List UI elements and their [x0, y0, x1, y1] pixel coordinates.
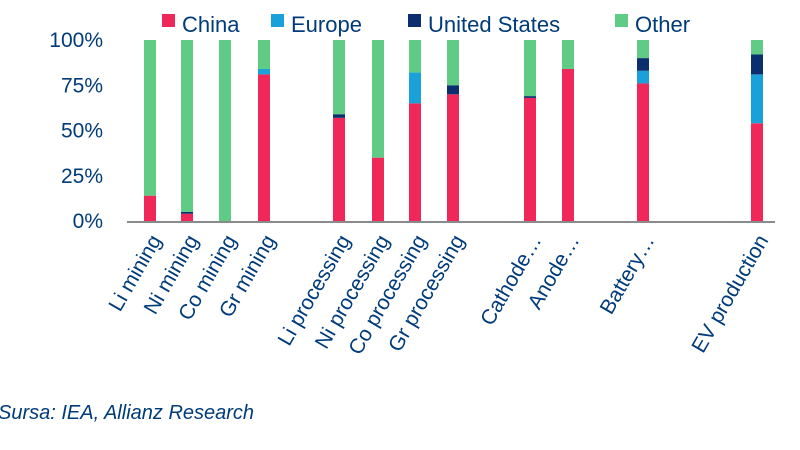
bar-segment-europe-co-processing — [409, 72, 421, 104]
y-tick-label: 100% — [49, 29, 103, 52]
bar-segment-united-states-cathode — [524, 96, 536, 98]
y-axis: 0% 25% 50% 75% 100% — [49, 29, 103, 233]
y-tick-label: 75% — [61, 74, 103, 97]
source-note: Sursa: IEA, Allianz Research — [0, 402, 255, 424]
bar-segment-china-cathode — [524, 97, 536, 221]
bar-segment-europe-battery — [637, 70, 649, 84]
legend-label-other: Other — [635, 12, 690, 37]
bar-segment-other-ni-mining — [181, 40, 193, 212]
bar-segment-united-states-battery — [637, 58, 649, 71]
legend-swatch-europe — [271, 14, 284, 27]
bar-segment-europe-ev-production — [751, 74, 763, 124]
y-tick-label: 0% — [73, 210, 103, 233]
bar-segment-china-gr-processing — [447, 94, 459, 221]
bar-segment-other-gr-processing — [447, 40, 459, 86]
bar-segment-china-battery — [637, 83, 649, 221]
bar-segment-china-li-mining — [144, 195, 156, 221]
bar-segment-united-states-ni-mining — [181, 211, 193, 214]
bar-segment-europe-gr-mining — [258, 68, 270, 75]
bar-segment-other-anode — [562, 40, 574, 69]
bar-segment-other-battery — [637, 40, 649, 59]
bar-segment-other-li-mining — [144, 40, 156, 196]
bar-segment-united-states-ev-production — [751, 54, 763, 75]
bar-segment-china-gr-mining — [258, 74, 270, 221]
legend-swatch-china — [162, 14, 175, 27]
y-tick-label: 25% — [61, 165, 103, 188]
bar-segment-other-co-mining — [219, 40, 231, 221]
bar-segment-china-anode — [562, 68, 574, 222]
legend-swatch-other — [615, 14, 628, 27]
bar-segment-other-ev-production — [751, 40, 763, 55]
bar-segment-other-cathode — [524, 40, 536, 97]
bar-segment-other-li-processing — [333, 40, 345, 115]
y-tick-label: 50% — [61, 120, 103, 143]
bar-segment-china-co-processing — [409, 103, 421, 221]
bar-segment-china-ni-mining — [181, 213, 193, 221]
x-tick-label: Battery… — [596, 231, 660, 318]
legend-label-europe: Europe — [291, 12, 362, 37]
bar-segment-china-li-processing — [333, 117, 345, 221]
legend-label-china: China — [182, 12, 240, 37]
legend: China Europe United States Other — [162, 12, 690, 37]
x-tick-label: EV production — [687, 231, 773, 357]
bars — [144, 40, 763, 222]
legend-label-united-states: United States — [428, 12, 560, 37]
bar-segment-china-ni-processing — [372, 157, 384, 221]
bar-segment-united-states-gr-processing — [447, 85, 459, 95]
bar-segment-other-co-processing — [409, 40, 421, 73]
bar-segment-other-ni-processing — [372, 40, 384, 158]
bar-segment-united-states-li-processing — [333, 114, 345, 118]
bar-segment-china-ev-production — [751, 123, 763, 221]
bar-segment-other-gr-mining — [258, 40, 270, 69]
legend-swatch-united-states — [408, 14, 421, 27]
